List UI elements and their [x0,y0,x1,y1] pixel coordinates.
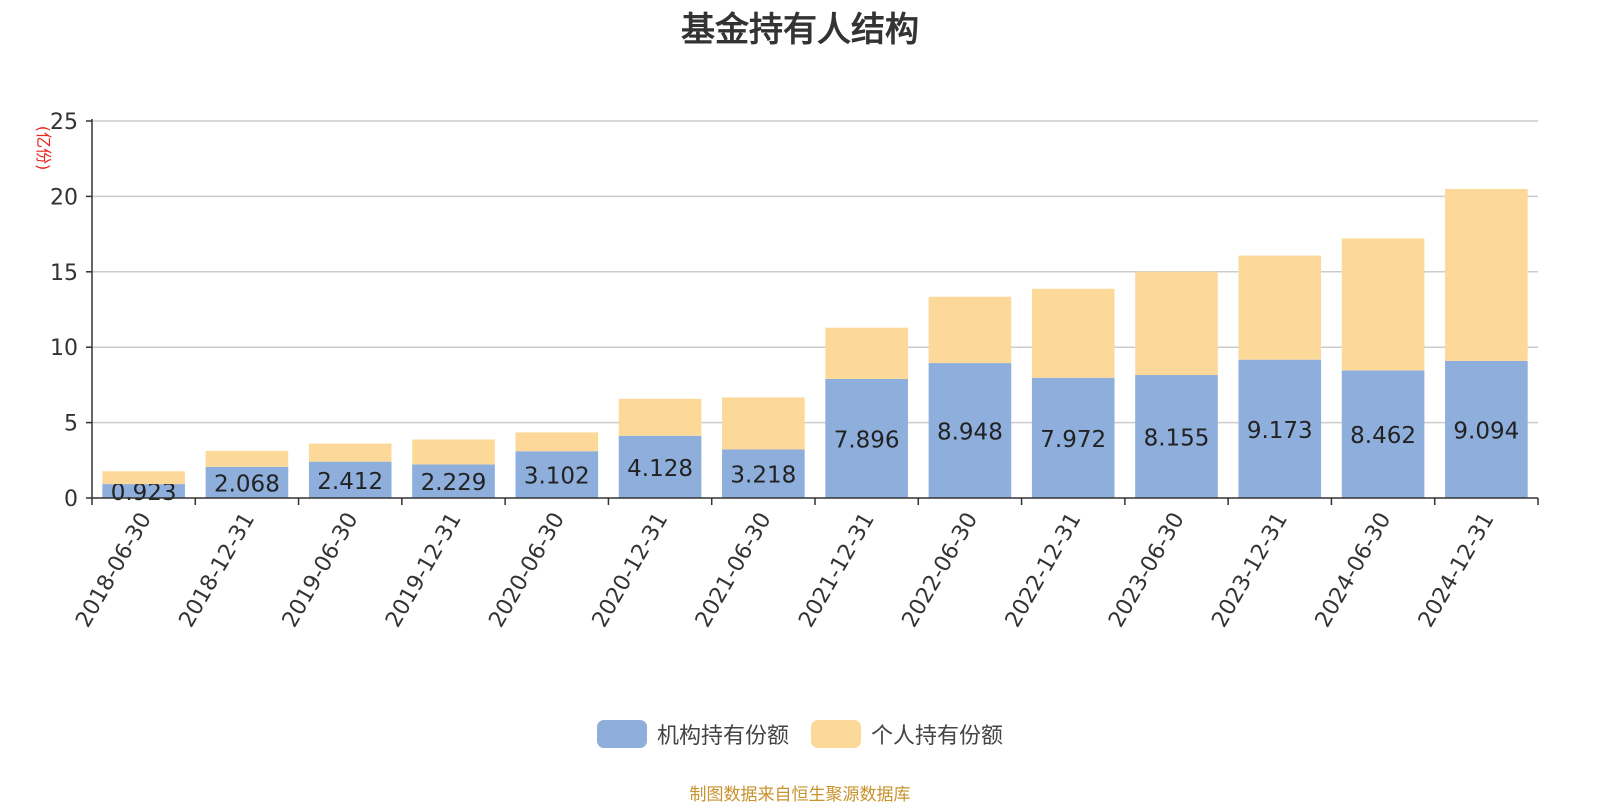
legend-label-individual: 个人持有份额 [871,724,1004,749]
bar-layer: 0.923 2.068 2.412 2.229 3.102 4.128 3.218 7.896… [102,188,1528,506]
bar-value-label: 7.896 [834,427,900,453]
bar-individual[interactable] [722,397,805,450]
bar-value-label: 8.948 [937,420,1003,446]
legend-swatch-institutional [596,720,647,748]
bar-institutional[interactable] [825,378,908,498]
legend: 机构持有份额 个人持有份额 [0,718,1600,750]
y-tick-label: 25 [50,110,78,135]
x-tick-label: 2022-12-31 [1001,509,1087,632]
y-tick-label: 15 [50,261,78,286]
bar-individual[interactable] [308,443,392,462]
bar-individual[interactable] [1031,288,1115,378]
x-tick-label: 2020-06-30 [484,509,570,632]
bar-individual[interactable] [102,471,185,485]
bar-value-label: 0.923 [111,480,177,506]
bar-value-label: 3.102 [524,464,590,490]
bar-institutional[interactable] [102,484,185,498]
bar-individual[interactable] [205,450,289,467]
legend-swatch-individual [811,720,861,748]
bar-individual[interactable] [1238,255,1322,360]
bar-individual[interactable] [928,296,1012,364]
bar-value-label: 7.972 [1040,427,1106,453]
bar-individual[interactable] [618,398,702,436]
x-tick-label: 2023-06-30 [1104,509,1190,632]
legend-item-individual[interactable]: 个人持有份额 [811,718,1003,750]
x-tick-label: 2020-12-31 [588,509,674,632]
bar-value-label: 3.218 [730,463,796,489]
bar-value-label: 8.462 [1350,423,1416,449]
bar-value-label: 4.128 [627,456,693,482]
bar-institutional[interactable] [928,363,1012,498]
bar-institutional[interactable] [412,464,495,498]
bar-value-label: 9.094 [1453,418,1519,444]
y-tick-label: 0 [64,487,78,512]
bar-individual[interactable] [515,432,599,452]
legend-item-institutional[interactable]: 机构持有份额 [596,718,789,750]
bar-individual[interactable] [1135,271,1218,376]
bar-individual[interactable] [825,327,908,379]
x-tick-label: 2019-12-31 [381,509,467,632]
bar-institutional[interactable] [1031,377,1115,498]
bar-institutional[interactable] [722,449,805,498]
source-note: 制图数据来自恒生聚源数据库 [689,785,911,805]
y-tick-label: 20 [50,185,78,210]
y-axis-label: (亿份) [34,126,53,171]
bar-individual[interactable] [1341,238,1425,371]
x-tick-label: 2021-12-31 [794,509,880,632]
x-tick-label: 2022-06-30 [898,509,984,632]
y-tick-label: 10 [50,336,78,361]
bar-individual[interactable] [412,439,495,465]
x-tick-label: 2019-06-30 [278,509,364,632]
bar-institutional[interactable] [1135,375,1218,498]
bar-individual[interactable] [1445,188,1528,361]
bar-institutional[interactable] [515,451,599,498]
x-tick-label: 2021-06-30 [691,509,777,632]
x-tick-label: 2024-12-31 [1414,509,1500,632]
bar-institutional[interactable] [308,461,392,498]
x-tick-label: 2024-06-30 [1311,509,1397,632]
x-tick-label: 2018-12-31 [175,509,261,632]
bar-value-label: 2.068 [214,471,280,497]
legend-label-institutional: 机构持有份额 [656,724,789,749]
bar-value-label: 8.155 [1144,426,1210,452]
bar-institutional[interactable] [1341,370,1425,498]
y-tick-label: 5 [64,412,78,437]
bar-value-label: 9.173 [1247,418,1313,444]
x-tick-label: 2018-06-30 [71,509,157,632]
chart-title: 基金持有人结构 [681,10,919,50]
bar-institutional[interactable] [205,466,289,498]
bar-institutional[interactable] [1445,360,1528,498]
bar-value-label: 2.229 [421,470,487,496]
bar-institutional[interactable] [1238,359,1322,498]
bar-value-label: 2.412 [317,469,383,495]
x-tick-label: 2023-12-31 [1207,509,1293,632]
bar-institutional[interactable] [618,435,702,498]
